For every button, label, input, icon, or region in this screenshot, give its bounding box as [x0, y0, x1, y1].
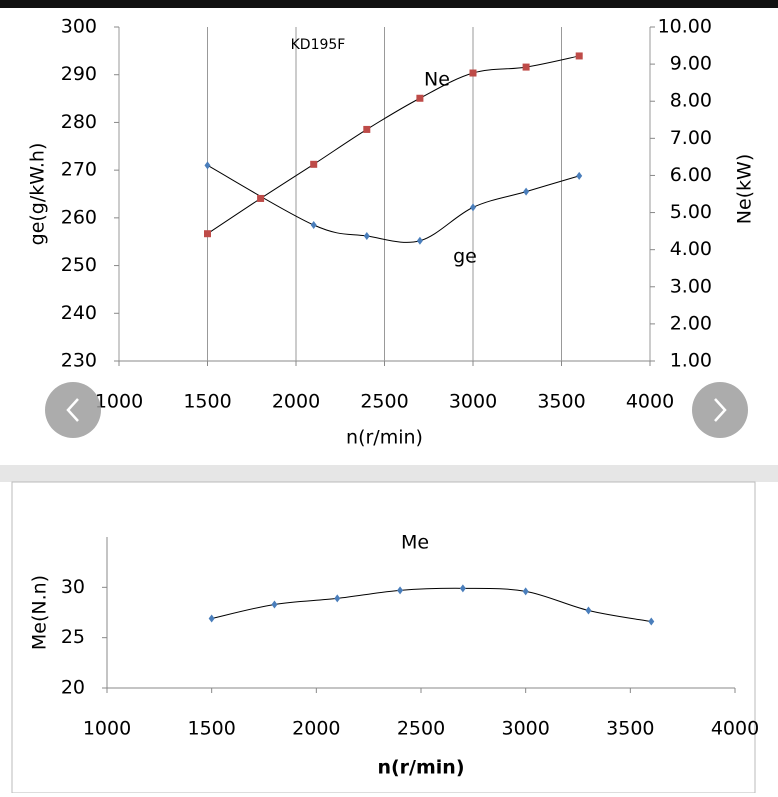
y-axis-label: ge(g/kW.h)	[27, 143, 49, 246]
y-tick-label: 30	[61, 576, 85, 598]
point	[204, 230, 211, 238]
y2-tick-label: 2.00	[670, 312, 712, 334]
y2-tick-label: 10.00	[658, 16, 712, 38]
point	[648, 617, 655, 626]
chart-frame	[11, 481, 756, 794]
point	[310, 160, 318, 168]
x-axis-label: n(r/min)	[346, 427, 423, 449]
y2-tick-label: 8.00	[670, 90, 712, 112]
chart-title: Me	[401, 532, 429, 554]
y-tick-label: 290	[61, 63, 97, 85]
y2-tick-label: 1.00	[670, 350, 712, 372]
y2-tick-label: 3.00	[670, 275, 712, 297]
separator	[0, 465, 778, 482]
point	[576, 171, 583, 180]
x-tick-label: 1000	[83, 718, 131, 740]
x-tick-label: 2000	[272, 391, 320, 413]
y2-tick-label: 6.00	[670, 164, 712, 186]
point	[416, 236, 423, 245]
annotation: ge	[453, 246, 477, 268]
point	[416, 94, 424, 102]
point	[575, 52, 583, 60]
point	[334, 594, 341, 603]
y-tick-label: 240	[61, 302, 97, 324]
chart-bottom: 1000 1500 2000 2500 3000 3500 4000 20 25 30 Me n(r/…	[29, 532, 760, 779]
trend-line	[207, 55, 580, 235]
x-tick-label: 4000	[626, 391, 674, 413]
point	[310, 221, 317, 230]
point	[585, 606, 592, 615]
x-tick-label: 2500	[360, 391, 408, 413]
x-tick-label: 3000	[501, 718, 549, 740]
y-tick-label: 230	[61, 350, 97, 372]
point	[363, 231, 370, 240]
chart-title: KD195F	[291, 37, 346, 53]
x-tick-label: 1500	[187, 718, 235, 740]
y-axis-label: Me(N.n)	[29, 575, 51, 650]
point	[257, 194, 265, 202]
point	[204, 161, 211, 170]
x-tick-label: 3500	[606, 718, 654, 740]
top-bar	[0, 0, 778, 8]
trend-line	[207, 164, 580, 243]
point	[459, 584, 466, 593]
point	[523, 187, 530, 196]
y-tick-label: 300	[61, 16, 97, 38]
y-tick-label: 270	[61, 159, 97, 181]
x-tick-label: 3500	[537, 391, 585, 413]
y2-tick-label: 5.00	[670, 201, 712, 223]
point	[522, 587, 529, 596]
point	[208, 614, 215, 623]
point	[363, 125, 371, 133]
y-tick-label: 25	[61, 626, 85, 648]
y2-tick-label: 9.00	[670, 53, 712, 75]
x-tick-label: 3000	[449, 391, 497, 413]
point	[522, 63, 530, 71]
x-tick-label: 2000	[292, 718, 340, 740]
point	[271, 600, 278, 609]
x-tick-label: 1000	[95, 391, 143, 413]
y-tick-label: 250	[61, 254, 97, 276]
x-tick-label: 2500	[397, 718, 445, 740]
y2-tick-label: 4.00	[670, 238, 712, 260]
prev-button[interactable]	[45, 382, 101, 438]
annotation: Ne	[424, 69, 450, 91]
y-tick-label: 260	[61, 206, 97, 228]
x-axis-label: n(r/min)	[377, 757, 464, 779]
x-tick-label: 1500	[183, 391, 231, 413]
point	[470, 203, 476, 212]
chart-top: 1000 1500 2000 2500 3000 3500 4000 230 240 250 260…	[27, 16, 756, 449]
y-tick-label: 280	[61, 111, 97, 133]
y2-axis-label: Ne(kW)	[734, 154, 756, 225]
x-tick-label: 4000	[711, 718, 759, 740]
y-tick-label: 20	[61, 677, 85, 699]
point	[397, 586, 404, 595]
y2-tick-label: 7.00	[670, 127, 712, 149]
point	[469, 69, 477, 77]
next-button[interactable]	[692, 382, 748, 438]
